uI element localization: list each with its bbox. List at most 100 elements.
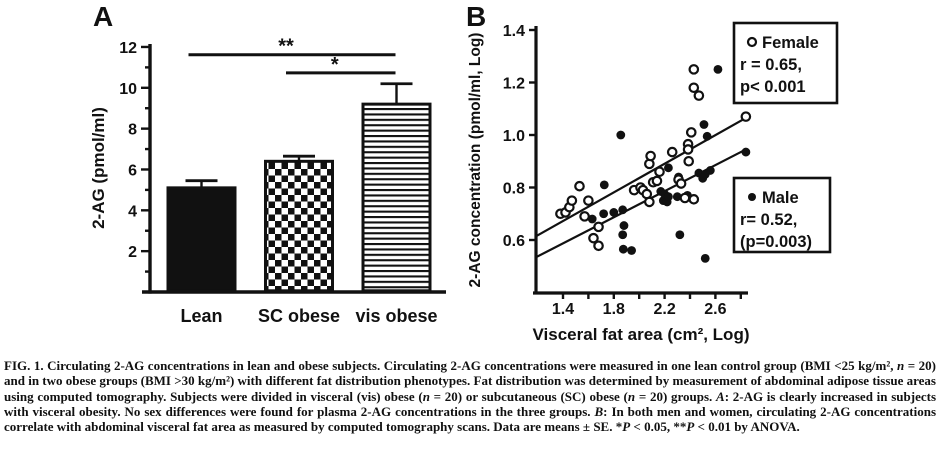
scatter-point-male xyxy=(700,253,710,263)
scatter-point-female xyxy=(588,232,599,244)
legend-male-marker-icon xyxy=(748,193,756,201)
x-tick-label: 2.2 xyxy=(653,301,675,318)
panel-a-letter: A xyxy=(93,1,114,32)
y-tick-label: 6 xyxy=(128,162,137,179)
panel-b-letter: B xyxy=(466,1,487,32)
scatter-point-female xyxy=(682,144,694,155)
bar-category-label: SC obese xyxy=(258,306,340,326)
legend-male-title: Male xyxy=(762,189,799,207)
scatter-point-male xyxy=(587,214,597,224)
scatter-point-male xyxy=(599,209,609,219)
scatter-point-male xyxy=(741,147,751,157)
scatter-point-male xyxy=(699,120,709,129)
y-tick-label: 8 xyxy=(128,122,137,139)
bar-lean xyxy=(166,186,237,293)
caption-segment: A xyxy=(716,388,725,404)
scatter-point-male xyxy=(619,221,629,230)
scatter-point-female xyxy=(666,146,678,158)
caption-segment: : In both men and women, circulating 2-A… xyxy=(4,403,936,435)
scatter-point-female xyxy=(693,90,705,101)
caption-segment: = 20) groups. xyxy=(635,388,717,404)
caption-segment: n xyxy=(627,388,636,404)
significance-stars: * xyxy=(331,54,339,76)
legend-female-marker-icon xyxy=(746,36,758,48)
caption-segment: B xyxy=(594,403,604,419)
y-axis-label: 2-AG concentration (pmol/ml, Log) xyxy=(467,33,484,288)
y-tick-label: 0.8 xyxy=(503,181,525,198)
scatter-point-female xyxy=(685,127,697,138)
scatter-point-female xyxy=(683,155,695,167)
bar-chart-panel-a: 2 4 6 8 10 12 2-AG (pmol/ml) Lean SC obese vis ob… xyxy=(89,36,446,326)
legend-male-p-value: (p=0.003) xyxy=(740,233,812,251)
caption-segment: n xyxy=(896,358,905,373)
bar-category-label: Lean xyxy=(180,306,222,326)
scatter-point-female xyxy=(566,195,578,206)
trend-line-female xyxy=(535,116,747,238)
caption-segment: < 0.01 by ANOVA. xyxy=(694,419,800,435)
scatter-plot-panel-b: 0.6 0.8 1.0 1.2 1.4 1.4 1.8 2.2 2.6 Visceral fat … xyxy=(467,21,839,344)
caption-segment: n xyxy=(422,388,430,404)
scatter-point-male xyxy=(675,230,685,240)
legend-female-title: Female xyxy=(762,34,819,52)
y-tick-label: 1.4 xyxy=(503,23,525,40)
scatter-point-female xyxy=(583,195,594,206)
x-tick-label: 2.6 xyxy=(704,301,726,318)
y-tick-label: 1.2 xyxy=(503,76,525,93)
scatter-point-female xyxy=(688,194,700,205)
scatter-point-female xyxy=(651,175,663,187)
scatter-point-female xyxy=(645,150,656,162)
caption-segment: FIG. 1. Circulating 2-AG concentrations … xyxy=(4,358,897,373)
legend-male-box xyxy=(732,176,832,254)
scatter-point-female xyxy=(688,64,700,75)
scatter-point-male xyxy=(627,246,636,255)
scatter-point-male xyxy=(599,180,609,190)
x-tick-label: 1.4 xyxy=(552,301,574,318)
legend-female-p-value: p< 0.001 xyxy=(740,78,806,96)
scatter-point-male xyxy=(616,130,626,140)
y-tick-label: 10 xyxy=(119,81,137,98)
scatter-point-male xyxy=(618,230,628,240)
scatter-point-female xyxy=(574,180,585,192)
y-tick-label: 1.0 xyxy=(503,128,525,145)
scatter-point-female xyxy=(579,211,590,222)
caption-segment: P xyxy=(686,419,695,435)
y-tick-label: 4 xyxy=(128,203,137,220)
y-tick-label: 12 xyxy=(119,40,137,57)
scatter-point-male xyxy=(664,192,673,202)
y-tick-label: 2 xyxy=(128,244,137,261)
bar-sc-obese xyxy=(264,159,334,293)
x-axis-label: Visceral fat area (cm², Log) xyxy=(533,325,750,344)
scatter-point-male xyxy=(705,166,715,175)
scatter-point-female xyxy=(675,178,687,189)
figure-caption: FIG. 1. Circulating 2-AG concentrations … xyxy=(4,358,936,434)
y-tick-label: 0.6 xyxy=(503,233,525,250)
bar-vis-obese xyxy=(361,102,432,293)
scatter-point-female xyxy=(644,196,655,208)
x-tick-label: 1.8 xyxy=(603,301,625,318)
caption-segment: < 0.05, ** xyxy=(630,419,687,435)
scatter-point-male xyxy=(672,192,682,202)
scatter-point-female xyxy=(740,111,752,122)
legend-female-r-value: r = 0.65, xyxy=(740,56,802,74)
caption-segment: = 20) and in two obese groups (BMI >30 k… xyxy=(4,358,936,404)
scatter-point-female xyxy=(654,166,665,178)
y-axis-label: 2-AG (pmol/ml) xyxy=(89,107,108,229)
legend-female-box xyxy=(732,21,839,105)
scatter-point-male xyxy=(618,244,628,254)
scatter-point-male xyxy=(618,205,628,215)
scatter-point-female xyxy=(593,240,604,252)
bar-category-label: vis obese xyxy=(355,306,437,326)
figure-area: A B 2 4 6 8 10 12 2-AG (pmol/ml) Lean SC obese vi… xyxy=(89,1,839,344)
legend-male-r-value: r= 0.52, xyxy=(740,211,797,229)
caption-segment: P xyxy=(622,419,631,435)
scatter-point-male xyxy=(609,208,619,217)
caption-segment: = 20) or subcutaneous (SC) obese ( xyxy=(429,388,628,404)
scatter-point-female xyxy=(593,221,604,233)
scatter-point-female xyxy=(688,82,700,94)
significance-stars: ** xyxy=(278,36,294,58)
scatter-point-male xyxy=(713,64,723,74)
scatter-point-male xyxy=(664,163,673,173)
caption-segment: : 2-AG is clearly increased in subjects … xyxy=(4,388,937,419)
scatter-point-female xyxy=(679,192,691,204)
